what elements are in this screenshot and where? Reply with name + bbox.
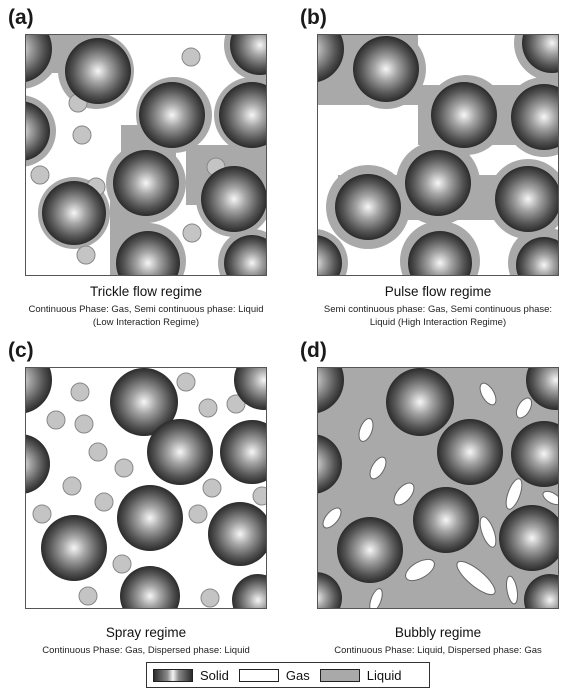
pulse-flow-diagram: [317, 34, 559, 276]
legend-liquid-label: Liquid: [366, 667, 402, 683]
legend-solid-label: Solid: [200, 667, 229, 683]
liquid-swatch: [319, 668, 360, 682]
liquid-droplets: [32, 372, 266, 608]
panel-c-label: (c): [8, 339, 34, 362]
panel-a-title: Trickle flow regime: [89, 284, 203, 299]
gas-bubbles: [322, 382, 558, 608]
solid-particles: [26, 368, 266, 608]
panel-a-desc-line2: (Low Interaction Regime): [92, 317, 200, 328]
solid-particles: [318, 35, 558, 275]
panel-b-label: (b): [300, 6, 327, 29]
solid-swatch: [153, 668, 193, 682]
legend-item-solid: Solid: [153, 668, 229, 683]
legend-item-liquid: Liquid: [319, 667, 402, 683]
spray-regime-diagram: [25, 367, 267, 609]
trickle-flow-diagram: [25, 34, 267, 276]
panel-d-label: (d): [300, 339, 327, 362]
panel-d-title: Bubbly regime: [394, 625, 482, 640]
gas-swatch: [238, 668, 279, 682]
panel-d-desc-line1: Continuous Phase: Liquid, Dispersed phas…: [334, 645, 542, 656]
phase-legend: Solid Gas Liquid: [146, 662, 430, 688]
bubbly-regime-diagram: [317, 367, 559, 609]
panel-c-title: Spray regime: [105, 625, 187, 640]
panel-b-desc-line2: Liquid (High Interaction Regime): [369, 317, 507, 328]
panel-b-desc-line1: Semi continuous phase: Gas, Semi continu…: [323, 304, 553, 315]
legend-item-gas: Gas: [238, 667, 310, 683]
panel-a-caption: Trickle flow regime Continuous Phase: Ga…: [0, 283, 296, 329]
panel-a-desc-line1: Continuous Phase: Gas, Semi continuous p…: [28, 304, 264, 315]
legend-gas-label: Gas: [285, 667, 310, 683]
panel-d-caption: Bubbly regime Continuous Phase: Liquid, …: [288, 624, 573, 657]
panel-a-label: (a): [8, 6, 34, 29]
panel-b-title: Pulse flow regime: [384, 284, 492, 299]
solid-particles: [318, 368, 558, 608]
panel-c-caption: Spray regime Continuous Phase: Gas, Disp…: [0, 624, 296, 657]
solid-particles: [26, 35, 266, 275]
panel-b-caption: Pulse flow regime Semi continuous phase:…: [288, 283, 573, 329]
panel-c-desc-line1: Continuous Phase: Gas, Dispersed phase: …: [42, 645, 250, 656]
